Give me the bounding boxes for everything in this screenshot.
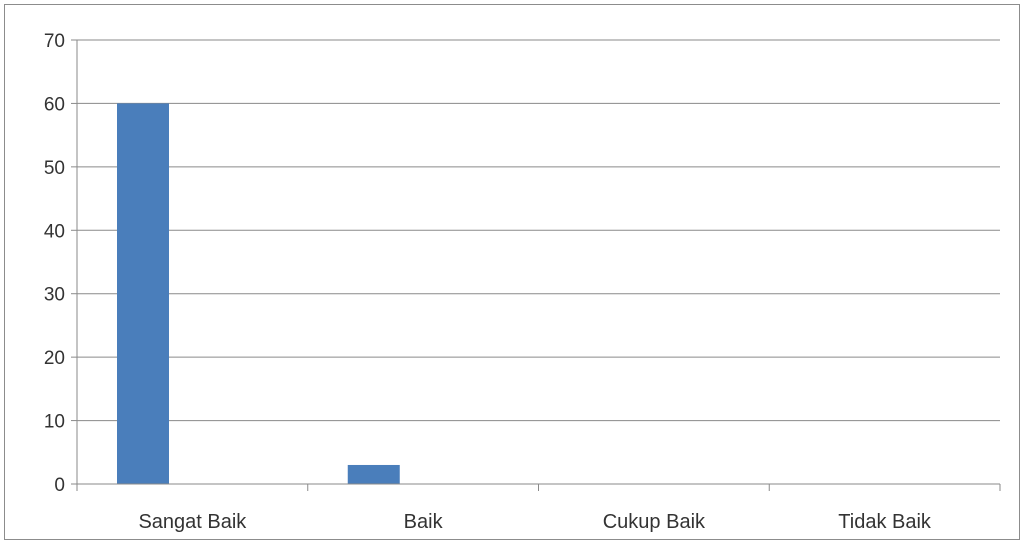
x-tick-label: Baik (404, 511, 444, 533)
x-tick-label: Tidak Baik (838, 511, 932, 533)
y-tick-label: 0 (54, 475, 65, 496)
bar (347, 464, 400, 484)
bar (117, 103, 169, 484)
axes (76, 40, 1000, 485)
y-tick-label: 20 (44, 348, 65, 369)
y-tick-label: 70 (44, 31, 65, 52)
y-axis-ticks: 0 10 20 30 40 50 60 70 (44, 31, 77, 496)
y-tick-label: 40 (44, 221, 65, 242)
y-tick-label: 30 (44, 285, 65, 306)
x-tick-label: Sangat Baik (138, 511, 247, 533)
y-tick-label: 10 (44, 412, 65, 433)
y-tick-label: 50 (44, 158, 65, 179)
y-tick-label: 60 (44, 94, 65, 115)
gridlines (77, 39, 1000, 422)
bars (117, 103, 400, 484)
x-axis-ticks: Sangat Baik Baik Cukup Baik Tidak Baik (76, 484, 1001, 533)
chart-frame (4, 4, 1020, 540)
x-tick-label: Cukup Baik (603, 511, 706, 533)
